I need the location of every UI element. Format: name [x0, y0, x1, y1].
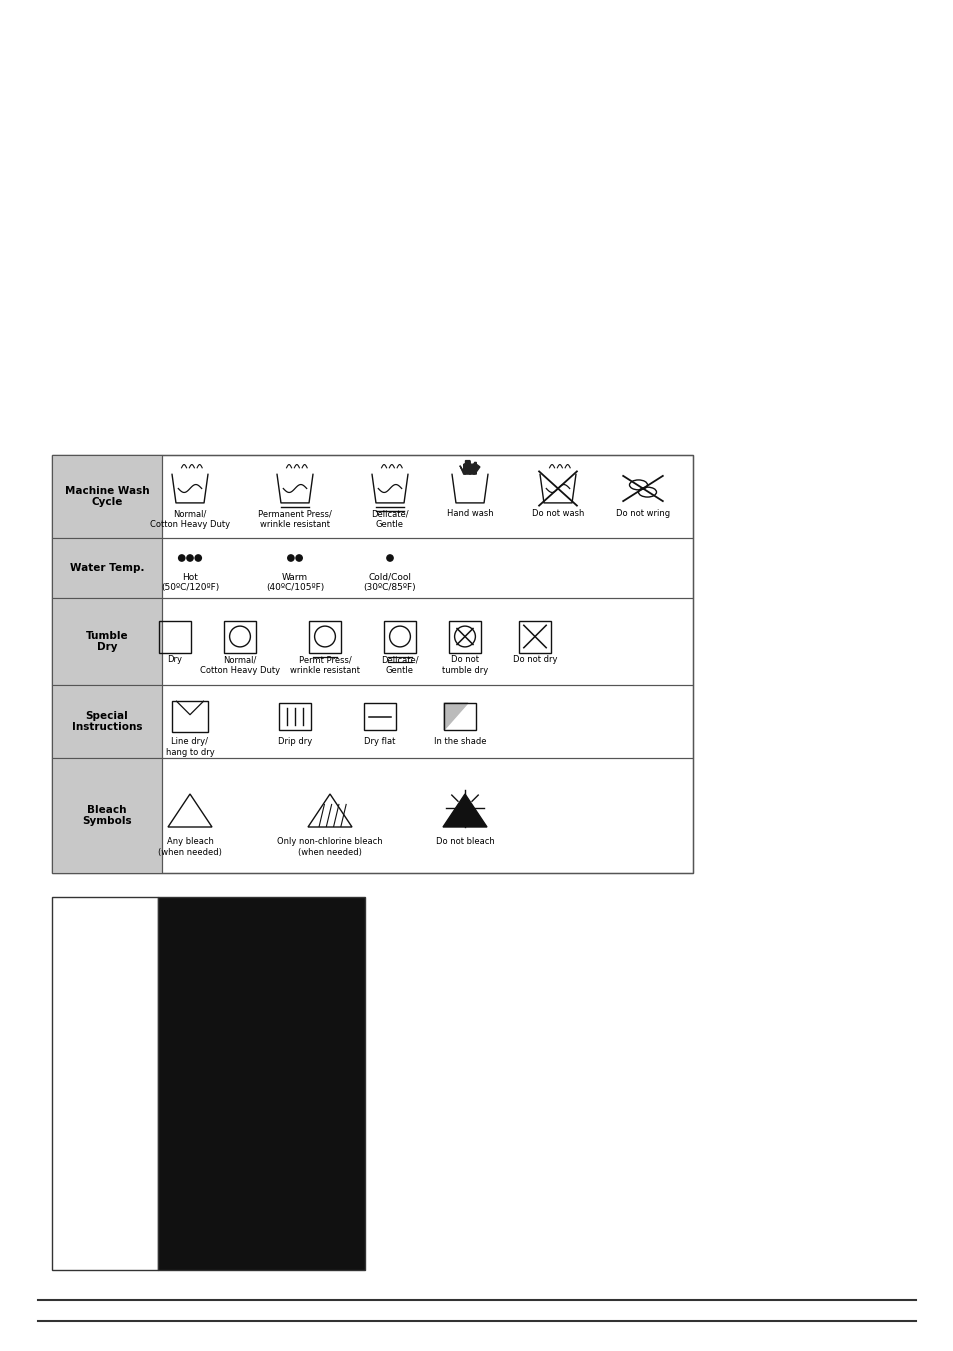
Text: Machine Wash
Cycle: Machine Wash Cycle — [65, 486, 150, 507]
Circle shape — [177, 554, 186, 562]
Text: Do not wash: Do not wash — [531, 509, 583, 519]
Text: Hot
(50ºC/120ºF): Hot (50ºC/120ºF) — [161, 573, 219, 592]
Text: Do not
tumble dry: Do not tumble dry — [441, 655, 488, 676]
Text: In the shade: In the shade — [434, 738, 486, 747]
Bar — [52, 897, 158, 1270]
Bar — [278, 703, 311, 730]
Bar — [443, 703, 476, 730]
Text: Normal/
Cotton Heavy Duty: Normal/ Cotton Heavy Duty — [150, 509, 230, 528]
Circle shape — [386, 554, 394, 562]
Text: Bleach
Symbols: Bleach Symbols — [82, 805, 132, 827]
Bar — [518, 620, 551, 653]
Bar — [52, 758, 162, 873]
Polygon shape — [459, 461, 479, 474]
Text: Do not dry: Do not dry — [512, 655, 557, 665]
Circle shape — [295, 554, 303, 562]
Text: Cold/Cool
(30ºC/85ºF): Cold/Cool (30ºC/85ºF) — [363, 573, 416, 592]
Text: Tumble
Dry: Tumble Dry — [86, 631, 128, 653]
Text: Dry: Dry — [168, 655, 182, 665]
Text: Line dry/
hang to dry: Line dry/ hang to dry — [166, 738, 214, 757]
Bar — [158, 897, 365, 1270]
Circle shape — [186, 554, 193, 562]
Bar — [52, 685, 162, 758]
Text: Water Temp.: Water Temp. — [70, 563, 144, 573]
Bar — [364, 703, 395, 730]
Bar — [224, 620, 255, 653]
Polygon shape — [443, 703, 468, 730]
Text: Permanent Press/
wrinkle resistant: Permanent Press/ wrinkle resistant — [258, 509, 332, 528]
Text: Delicate/
Gentle: Delicate/ Gentle — [371, 509, 409, 528]
Text: Warm
(40ºC/105ºF): Warm (40ºC/105ºF) — [266, 573, 324, 592]
Bar — [162, 598, 692, 685]
Text: Drip dry: Drip dry — [277, 738, 312, 747]
Bar — [162, 538, 692, 598]
Bar — [162, 685, 692, 758]
Bar — [52, 598, 162, 685]
Text: Permt Press/
wrinkle resistant: Permt Press/ wrinkle resistant — [290, 655, 359, 676]
Bar — [309, 620, 340, 653]
Bar — [52, 455, 692, 873]
Text: Normal/
Cotton Heavy Duty: Normal/ Cotton Heavy Duty — [200, 655, 280, 676]
Bar — [162, 758, 692, 873]
Text: Do not bleach: Do not bleach — [436, 838, 494, 847]
Text: Any bleach
(when needed): Any bleach (when needed) — [158, 838, 222, 857]
Text: Hand wash: Hand wash — [446, 509, 493, 519]
Polygon shape — [442, 794, 486, 827]
Circle shape — [194, 554, 202, 562]
Text: Delicate/
Gentle: Delicate/ Gentle — [381, 655, 418, 676]
Bar — [449, 620, 480, 653]
Bar — [52, 538, 162, 598]
Bar — [162, 455, 692, 538]
Text: Special
Instructions: Special Instructions — [71, 711, 142, 732]
Text: Dry flat: Dry flat — [364, 738, 395, 747]
Text: Only non-chlorine bleach
(when needed): Only non-chlorine bleach (when needed) — [277, 838, 382, 857]
Text: Do not wring: Do not wring — [616, 509, 669, 519]
Bar — [172, 701, 208, 732]
Bar — [159, 620, 191, 653]
Bar — [384, 620, 416, 653]
Circle shape — [287, 554, 294, 562]
Bar — [52, 455, 162, 538]
